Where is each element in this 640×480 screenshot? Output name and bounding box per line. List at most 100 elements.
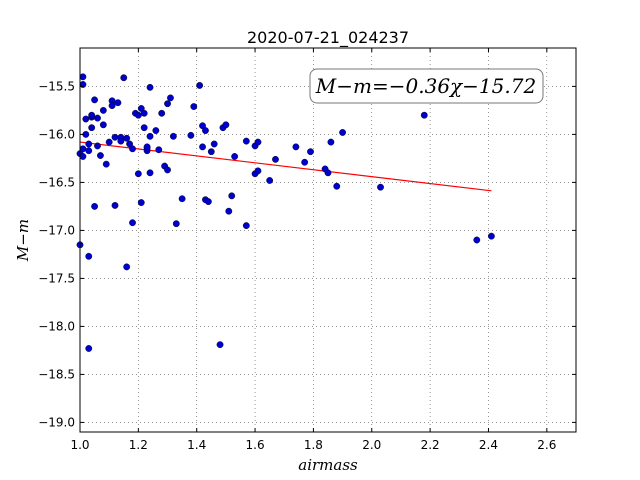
data-point — [225, 207, 233, 215]
data-point — [196, 82, 204, 89]
x-tick-label: 1.6 — [246, 438, 265, 452]
data-point — [88, 111, 96, 119]
data-point — [420, 111, 428, 119]
data-point — [105, 138, 113, 146]
data-point — [97, 152, 104, 159]
data-point — [111, 202, 119, 209]
data-point — [79, 145, 87, 153]
data-point — [187, 131, 195, 139]
data-point — [377, 183, 384, 191]
data-point — [155, 146, 163, 154]
x-axis-label: airmass — [298, 456, 358, 474]
data-point — [85, 147, 93, 155]
x-tick-label: 2.6 — [537, 438, 556, 452]
x-tick-label: 1.2 — [129, 438, 148, 452]
data-point — [254, 167, 262, 175]
chart-title: 2020-07-21_024237 — [247, 28, 409, 48]
data-point — [228, 192, 236, 200]
data-point — [137, 199, 145, 206]
data-point — [123, 263, 131, 271]
data-point — [167, 94, 174, 102]
data-point — [85, 252, 93, 260]
data-point — [172, 220, 180, 228]
data-point — [88, 124, 96, 132]
data-point — [82, 115, 90, 123]
data-point — [85, 140, 93, 148]
data-point — [307, 148, 314, 156]
data-point — [242, 222, 250, 230]
data-point — [301, 158, 309, 166]
x-tick-label: 1.8 — [304, 438, 323, 452]
y-tick-label: −17.0 — [38, 223, 75, 237]
data-point — [79, 73, 87, 81]
data-point — [99, 107, 107, 114]
data-point — [117, 137, 125, 145]
data-point — [94, 114, 101, 122]
data-point — [333, 182, 341, 190]
x-tick-label: 2.0 — [362, 438, 381, 452]
data-point — [473, 236, 481, 244]
y-tick-label: −18.5 — [38, 367, 75, 381]
data-point — [202, 127, 209, 134]
x-tick-labels: 1.0 1.2 1.4 1.6 1.8 2.0 2.2 2.4 2.6 — [70, 438, 556, 452]
data-point — [79, 153, 87, 160]
y-tick-label: −15.5 — [38, 79, 75, 93]
data-point — [199, 143, 206, 151]
y-tick-label: −18.0 — [38, 319, 75, 333]
data-point — [169, 132, 177, 140]
data-point — [152, 127, 160, 134]
data-point — [146, 83, 154, 91]
data-point — [123, 134, 131, 142]
data-point — [266, 177, 274, 184]
y-axis-label: M−m — [14, 219, 32, 262]
data-point — [292, 143, 300, 151]
data-point — [231, 153, 239, 160]
data-point — [143, 143, 151, 151]
annotation-box: M−m=−0.36χ−15.72 — [309, 68, 544, 104]
data-point — [111, 133, 119, 141]
data-points — [76, 73, 495, 352]
data-point — [487, 232, 495, 240]
data-point — [85, 345, 93, 352]
y-tick-label: −19.0 — [38, 415, 75, 429]
data-point — [190, 103, 198, 110]
data-point — [114, 99, 122, 107]
x-tick-label: 1.4 — [187, 438, 206, 452]
y-tick-label: −16.0 — [38, 127, 75, 141]
data-point — [91, 202, 98, 210]
data-point — [140, 124, 148, 132]
data-point — [204, 198, 212, 206]
data-point — [339, 129, 346, 136]
data-point — [216, 341, 224, 349]
data-point — [129, 145, 136, 153]
data-point — [99, 121, 107, 129]
y-tick-label: −16.5 — [38, 175, 75, 189]
fit-equation: M−m=−0.36χ−15.72 — [315, 74, 536, 98]
data-point — [94, 142, 101, 150]
data-point — [134, 170, 142, 178]
x-tick-label: 2.4 — [479, 438, 498, 452]
data-point — [108, 102, 116, 110]
data-point — [324, 169, 332, 177]
data-point — [146, 132, 154, 140]
data-point — [164, 166, 171, 174]
data-point — [222, 121, 230, 129]
x-tick-label: 1.0 — [70, 438, 89, 452]
plot-frame — [79, 47, 577, 433]
data-point — [242, 137, 250, 145]
data-point — [129, 219, 136, 227]
data-point — [207, 148, 215, 156]
data-point — [254, 138, 262, 146]
data-point — [120, 74, 128, 82]
y-tick-label: −17.5 — [38, 271, 75, 285]
data-point — [327, 138, 335, 146]
data-point — [272, 155, 279, 163]
data-point — [91, 96, 98, 104]
data-point — [164, 100, 171, 108]
x-tick-label: 2.2 — [421, 438, 440, 452]
data-point — [102, 160, 110, 168]
data-point — [178, 195, 186, 203]
grid — [79, 48, 576, 432]
data-point — [146, 169, 154, 177]
